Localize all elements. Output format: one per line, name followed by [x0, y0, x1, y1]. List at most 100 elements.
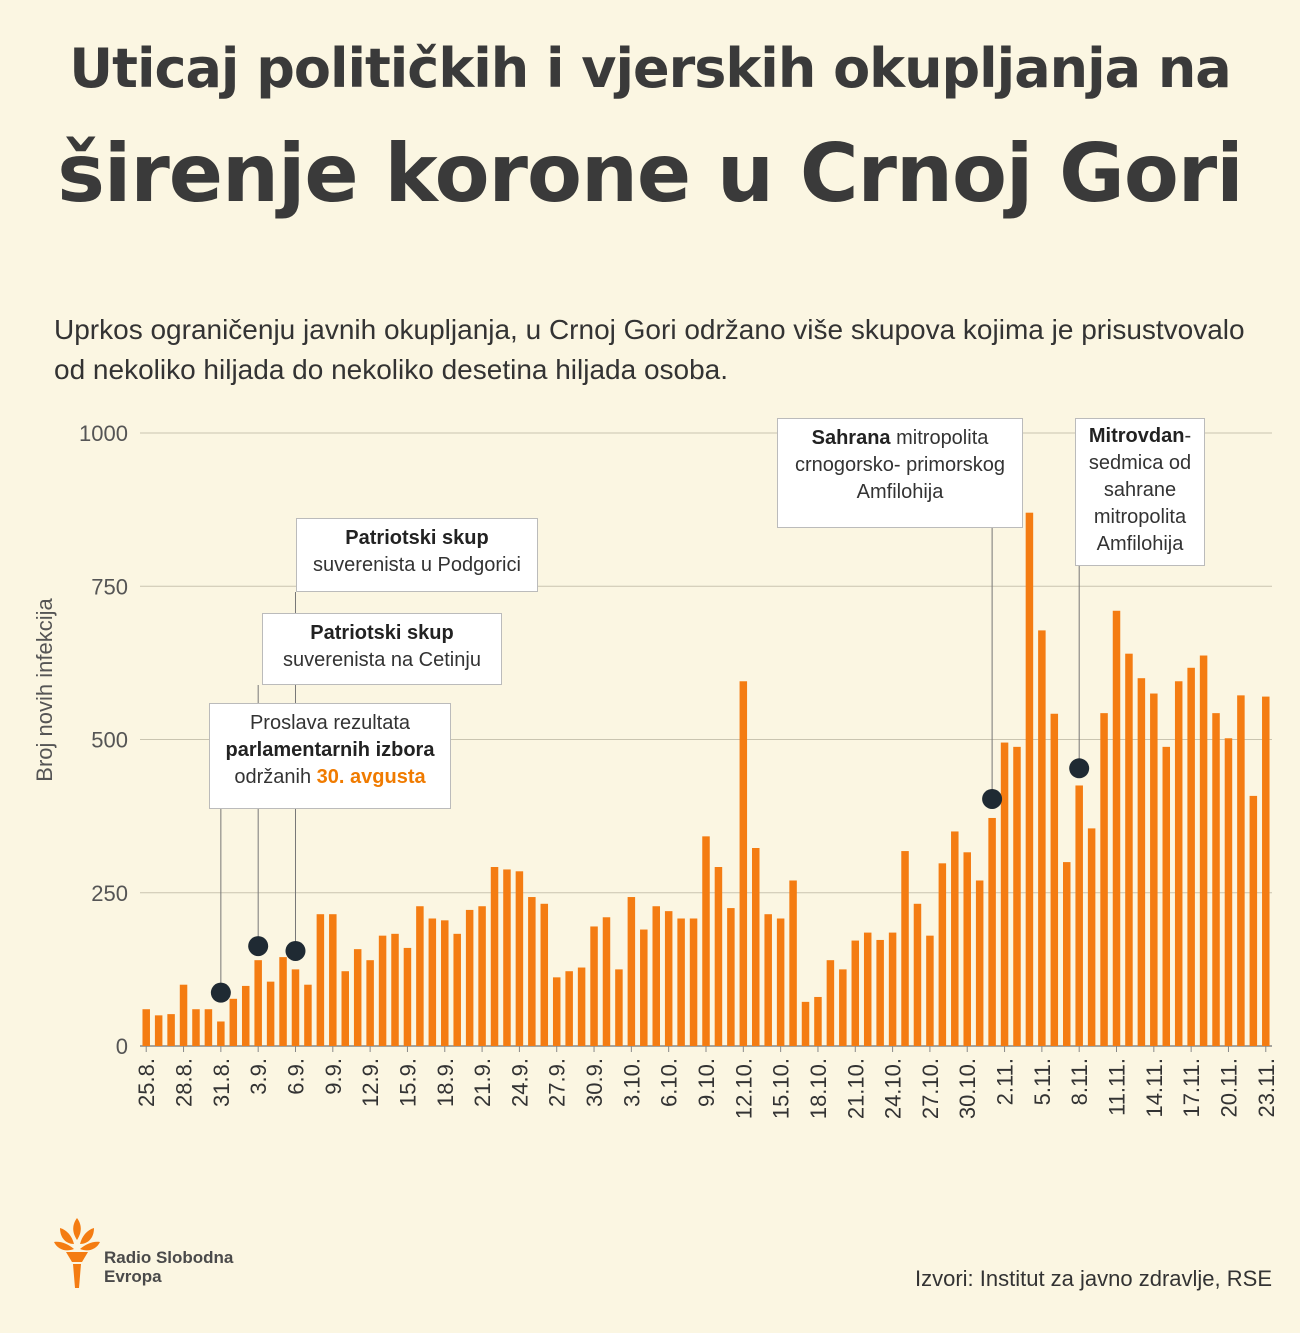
- bar: [552, 977, 561, 1046]
- x-tick-label: 6.10.: [657, 1058, 682, 1107]
- torch-icon: [54, 1218, 100, 1288]
- annotation-cetinje: Patriotski skup suverenista na Cetinju: [262, 613, 502, 685]
- annotation-mitrovdan-line2: sedmica od: [1088, 452, 1192, 474]
- bar: [926, 935, 934, 1046]
- bar: [826, 960, 835, 1046]
- annotation-funeral-line3: Amfilohija: [856, 481, 944, 503]
- annotation-funeral-bold: Sahrana: [811, 427, 891, 449]
- source-text: Izvori: Institut za javno zdravlje, RSE: [914, 1266, 1272, 1291]
- bar: [702, 836, 710, 1046]
- bar: [441, 920, 449, 1046]
- bar: [1150, 693, 1158, 1046]
- bar: [353, 949, 362, 1046]
- bar: [142, 1009, 150, 1046]
- bar: [988, 817, 996, 1046]
- bar: [727, 908, 735, 1046]
- annotation-mitrovdan-rest: -: [1184, 425, 1192, 447]
- bar: [416, 906, 424, 1046]
- x-tick-label: 15.10.: [769, 1058, 794, 1119]
- bar: [888, 932, 897, 1046]
- bar: [254, 960, 262, 1046]
- x-tick-label: 21.10.: [843, 1058, 868, 1119]
- bar: [1038, 630, 1046, 1046]
- event-marker: [1069, 758, 1090, 779]
- bar: [801, 1001, 810, 1046]
- annotation-election-date: 30. avgusta: [316, 766, 426, 788]
- x-tick-label: 24.10.: [881, 1058, 906, 1119]
- bar: [428, 918, 437, 1046]
- bar: [1050, 713, 1059, 1046]
- y-tick-label: 1000: [79, 421, 128, 446]
- bar: [677, 918, 685, 1046]
- bar: [204, 1009, 213, 1046]
- annotation-mitrovdan: Mitrovdan- sedmica od sahrane mitropolit…: [1075, 418, 1205, 566]
- bar: [963, 852, 971, 1046]
- bar: [540, 903, 549, 1046]
- annotation-funeral-rest: mitropolita: [890, 427, 989, 449]
- x-tick-label: 12.10.: [731, 1058, 756, 1119]
- x-tick-label: 15.9.: [395, 1058, 420, 1107]
- bar: [1025, 512, 1034, 1046]
- bar: [1162, 746, 1171, 1046]
- x-tick-label: 18.10.: [806, 1058, 831, 1119]
- bar: [664, 911, 673, 1046]
- x-tick-label: 18.9.: [433, 1058, 458, 1107]
- bar: [179, 984, 188, 1046]
- bar: [503, 869, 511, 1046]
- bar: [1262, 696, 1270, 1046]
- bar: [1075, 785, 1083, 1046]
- logo-text[interactable]: Radio Slobodna Evropa: [104, 1248, 233, 1286]
- bar: [938, 863, 947, 1046]
- bar: [378, 935, 387, 1046]
- bar: [515, 871, 524, 1046]
- x-tick-label: 6.9.: [283, 1058, 308, 1095]
- y-tick-label: 0: [116, 1034, 128, 1059]
- x-tick-label: 31.8.: [209, 1058, 234, 1107]
- x-tick-label: 9.9.: [321, 1058, 346, 1095]
- x-tick-label: 2.11.: [993, 1058, 1018, 1105]
- logo-line2: Evropa: [104, 1267, 162, 1286]
- bar: [1112, 610, 1121, 1046]
- bar: [789, 880, 797, 1046]
- bar: [266, 981, 275, 1046]
- x-tick-label: 11.11.: [1105, 1058, 1130, 1116]
- annotation-podgorica: Patriotski skup suverenista u Podgorici: [296, 518, 538, 592]
- bar: [1100, 713, 1108, 1046]
- y-axis-label: Broj novih infekcija: [32, 598, 57, 782]
- event-marker: [982, 788, 1003, 809]
- bar: [640, 929, 648, 1046]
- bar: [627, 897, 636, 1046]
- bar: [453, 933, 461, 1046]
- bar: [876, 939, 884, 1046]
- bar: [192, 1009, 200, 1046]
- x-tick-label: 30.10.: [955, 1058, 980, 1119]
- x-tick-label: 20.11.: [1216, 1058, 1241, 1118]
- x-tick-label: 21.9.: [470, 1058, 495, 1107]
- annotation-mitrovdan-line3: sahrane: [1103, 479, 1177, 501]
- bar: [304, 984, 312, 1046]
- y-tick-label: 750: [91, 574, 128, 599]
- bar: [1062, 862, 1071, 1046]
- x-tick-label: 8.11.: [1067, 1058, 1092, 1105]
- bar: [776, 918, 785, 1046]
- x-tick-label: 3.10.: [619, 1058, 644, 1107]
- annotation-podgorica-line2: suverenista u Podgorici: [313, 554, 521, 576]
- bar: [764, 914, 772, 1046]
- x-tick-label: 24.9.: [507, 1058, 532, 1107]
- bar: [615, 969, 623, 1046]
- bar: [951, 831, 959, 1046]
- annotation-cetinje-line2: suverenista na Cetinju: [283, 649, 481, 671]
- x-tick-label: 9.10.: [694, 1058, 719, 1107]
- bar: [602, 917, 611, 1046]
- x-tick-label: 27.9.: [545, 1058, 570, 1107]
- logo-line1: Radio Slobodna: [104, 1248, 234, 1267]
- bar: [1174, 681, 1183, 1046]
- bar: [1187, 667, 1195, 1046]
- annotation-podgorica-bold: Patriotski skup: [345, 527, 489, 549]
- y-tick-label: 500: [91, 728, 128, 753]
- bar: [1224, 738, 1233, 1046]
- bar: [739, 681, 748, 1046]
- bar: [913, 903, 922, 1046]
- bar: [241, 985, 250, 1046]
- bar: [565, 971, 573, 1046]
